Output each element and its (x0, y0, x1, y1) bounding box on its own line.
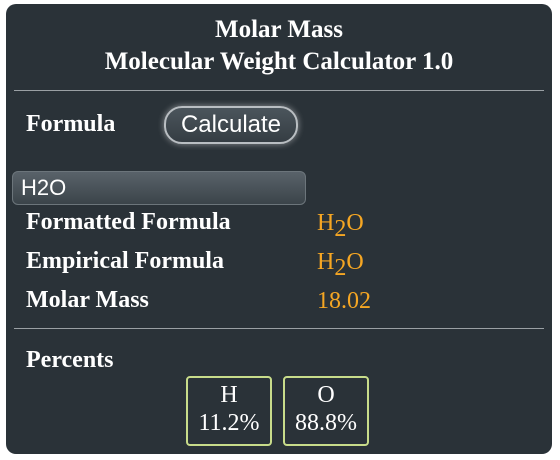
calculator-panel: Molar Mass Molecular Weight Calculator 1… (6, 4, 552, 454)
formatted-formula-label: Formatted Formula (26, 209, 231, 235)
header-divider (14, 90, 544, 91)
molar-mass-value: 18.02 (317, 288, 371, 314)
empirical-formula-value: H2O (317, 248, 364, 280)
empirical-formula-label: Empirical Formula (26, 248, 224, 274)
molar-mass-label: Molar Mass (26, 287, 149, 313)
element-symbol: H (220, 382, 238, 408)
formatted-formula-value: H2O (317, 209, 364, 241)
element-percent-box-o: O 88.8% (283, 376, 369, 446)
formula-input[interactable] (12, 171, 306, 205)
page-subtitle: Molecular Weight Calculator 1.0 (104, 48, 454, 75)
empirical-formula-element-2: O (346, 249, 364, 275)
formatted-formula-subscript: 2 (334, 216, 347, 242)
page-title: Molar Mass (215, 16, 343, 43)
element-percent-box-h: H 11.2% (186, 376, 272, 446)
empirical-formula-subscript: 2 (334, 255, 347, 281)
calculate-button[interactable]: Calculate (164, 106, 298, 144)
formatted-formula-element-2: O (346, 210, 364, 236)
percents-label: Percents (26, 347, 114, 373)
empirical-formula-element-1: H (317, 249, 335, 275)
formatted-formula-element-1: H (317, 210, 335, 236)
element-percent: 11.2% (198, 410, 260, 436)
results-divider (14, 328, 544, 329)
element-percent: 88.8% (295, 410, 357, 436)
element-symbol: O (317, 382, 335, 408)
formula-label: Formula (26, 111, 116, 137)
